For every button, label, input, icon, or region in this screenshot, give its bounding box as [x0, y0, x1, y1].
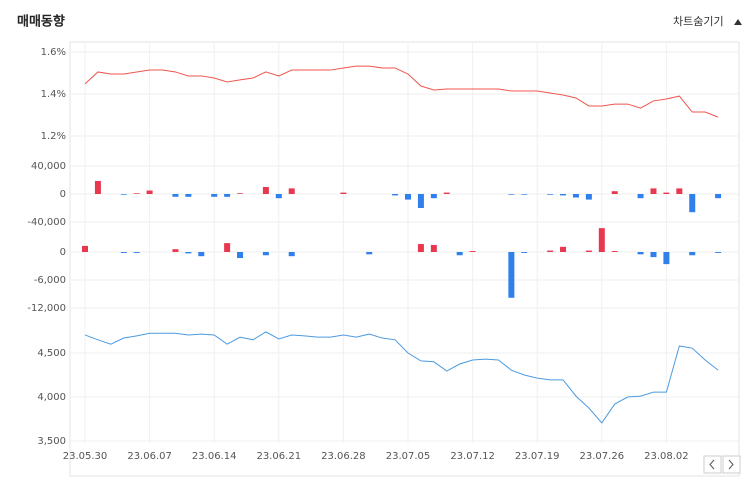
bar — [237, 251, 244, 259]
x-tick-label: 23.07.12 — [450, 451, 495, 462]
bar — [560, 194, 567, 196]
x-tick-label: 23.08.02 — [644, 451, 689, 462]
bar — [185, 194, 192, 197]
y-tick-label: 40,000 — [31, 161, 66, 172]
prev-icon[interactable] — [709, 459, 715, 470]
x-tick-label: 23.07.26 — [580, 451, 625, 462]
bar — [275, 194, 282, 199]
toggle-icon[interactable] — [734, 19, 742, 25]
bar — [611, 251, 618, 252]
bar — [211, 194, 218, 197]
bar — [598, 228, 605, 252]
x-tick-label: 23.06.14 — [192, 451, 237, 462]
x-tick-label: 23.06.07 — [127, 451, 172, 462]
chart-frame — [69, 41, 740, 477]
bar — [224, 194, 231, 197]
bar — [82, 245, 88, 252]
x-tick-label: 23.05.30 — [63, 451, 108, 462]
bar — [185, 251, 192, 254]
bar — [715, 194, 722, 199]
bar — [430, 244, 437, 252]
y-tick-label: 1.2% — [41, 131, 66, 142]
bar — [689, 251, 696, 256]
bar — [430, 194, 437, 199]
bar — [237, 193, 244, 194]
bar — [405, 194, 411, 200]
bar — [715, 251, 722, 253]
y-tick-label: 4,500 — [37, 348, 66, 359]
y-tick-label: -6,000 — [34, 275, 66, 286]
bar — [676, 188, 683, 194]
y-tick-label: 1.6% — [41, 47, 66, 58]
bar — [611, 191, 618, 194]
bar — [572, 194, 579, 198]
bar — [585, 194, 592, 200]
bar — [392, 194, 399, 196]
bar — [689, 194, 696, 213]
bar — [547, 250, 554, 252]
bar — [469, 251, 476, 252]
bar — [120, 194, 127, 195]
y-tick-label: 0 — [60, 247, 66, 258]
bar — [560, 246, 567, 252]
toggle-chart[interactable]: 차트숨기기 — [673, 15, 724, 28]
price-line — [84, 65, 719, 118]
bar — [340, 192, 347, 194]
bar — [133, 251, 140, 253]
y-tick-label: -40,000 — [27, 217, 66, 228]
y-tick-label: -12,000 — [27, 303, 66, 314]
bar — [637, 194, 644, 199]
y-tick-label: 4,000 — [37, 392, 66, 403]
bar — [172, 194, 179, 197]
bar — [172, 249, 179, 252]
bar — [224, 243, 231, 252]
bar — [508, 194, 515, 195]
y-tick-label: 0 — [60, 189, 66, 200]
bar — [288, 188, 295, 194]
bar — [120, 251, 127, 253]
price-line — [84, 331, 719, 424]
bar — [663, 192, 670, 194]
bar — [456, 251, 463, 256]
y-tick-label: 3,500 — [37, 436, 66, 447]
bar — [637, 251, 644, 255]
bar — [521, 194, 528, 195]
bar — [94, 180, 101, 194]
next-button[interactable] — [722, 455, 741, 474]
bar — [443, 192, 450, 194]
bar — [585, 250, 592, 252]
section-title: 매매동향 — [17, 14, 65, 30]
bar — [663, 251, 670, 265]
bar — [262, 251, 269, 256]
bar — [508, 251, 515, 298]
prev-button[interactable] — [703, 455, 722, 474]
x-tick-label: 23.06.21 — [257, 451, 302, 462]
bar — [547, 194, 554, 195]
bar — [262, 187, 269, 194]
bar — [146, 190, 153, 194]
x-tick-label: 23.07.19 — [515, 451, 560, 462]
bar — [133, 193, 140, 194]
bar — [650, 188, 657, 194]
bar — [521, 251, 528, 253]
bar — [288, 251, 295, 257]
bar — [366, 251, 373, 255]
bar — [650, 251, 657, 258]
bar — [198, 251, 205, 257]
bar — [417, 194, 424, 208]
x-tick-label: 23.06.28 — [321, 451, 366, 462]
x-tick-label: 23.07.05 — [386, 451, 431, 462]
bar — [417, 244, 424, 252]
y-tick-label: 1.4% — [41, 89, 66, 100]
next-icon[interactable] — [728, 459, 734, 470]
